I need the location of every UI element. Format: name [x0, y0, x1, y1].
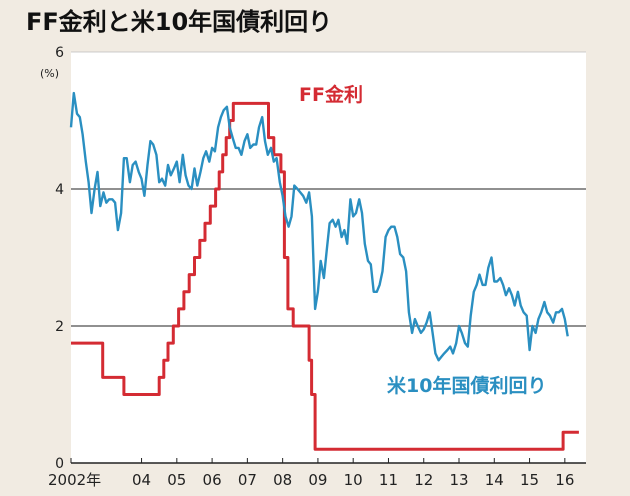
plot-background — [71, 52, 586, 463]
ff-rate-label: FF金利 — [299, 83, 363, 106]
y-axis-ticks: 0 2 4 6 — [55, 45, 64, 472]
y-tick-label: 2 — [55, 319, 64, 335]
x-tick-label: 10 — [344, 471, 363, 489]
x-tick-label: 13 — [449, 471, 468, 489]
y-tick-label: 6 — [55, 45, 64, 61]
chart-title: FF金利と米10年国債利回り — [26, 8, 332, 36]
x-tick-label: 06 — [203, 471, 222, 489]
x-tick-label: 12 — [414, 471, 433, 489]
x-tick-label: 09 — [308, 471, 327, 489]
x-tick-label: 2002年 — [48, 471, 101, 489]
x-tick-label: 15 — [520, 471, 539, 489]
plot-area: 2002年 04 05 06 07 08 09 10 11 12 13 14 15 16 0 2 4 6 (%)… — [40, 45, 586, 489]
ff-rate-line — [71, 101, 579, 451]
y-unit-label: (%) — [40, 67, 59, 80]
treasury-10y-label: 米10年国債利回り — [387, 374, 546, 397]
y-tick-label: 4 — [55, 182, 64, 198]
x-tick-label: 14 — [485, 471, 504, 489]
x-tick-label: 11 — [379, 471, 398, 489]
x-tick-label: 05 — [167, 471, 186, 489]
gridlines — [71, 51, 586, 327]
series-layer — [69, 91, 579, 451]
y-tick-label: 0 — [55, 456, 64, 472]
x-tick-label: 16 — [555, 471, 574, 489]
x-tick-label: 08 — [273, 471, 292, 489]
treasury-10y-line — [69, 91, 569, 362]
x-axis-ticks: 2002年 04 05 06 07 08 09 10 11 12 13 14 15 16 — [48, 458, 574, 489]
x-tick-label: 07 — [238, 471, 257, 489]
x-tick-label: 04 — [132, 471, 151, 489]
